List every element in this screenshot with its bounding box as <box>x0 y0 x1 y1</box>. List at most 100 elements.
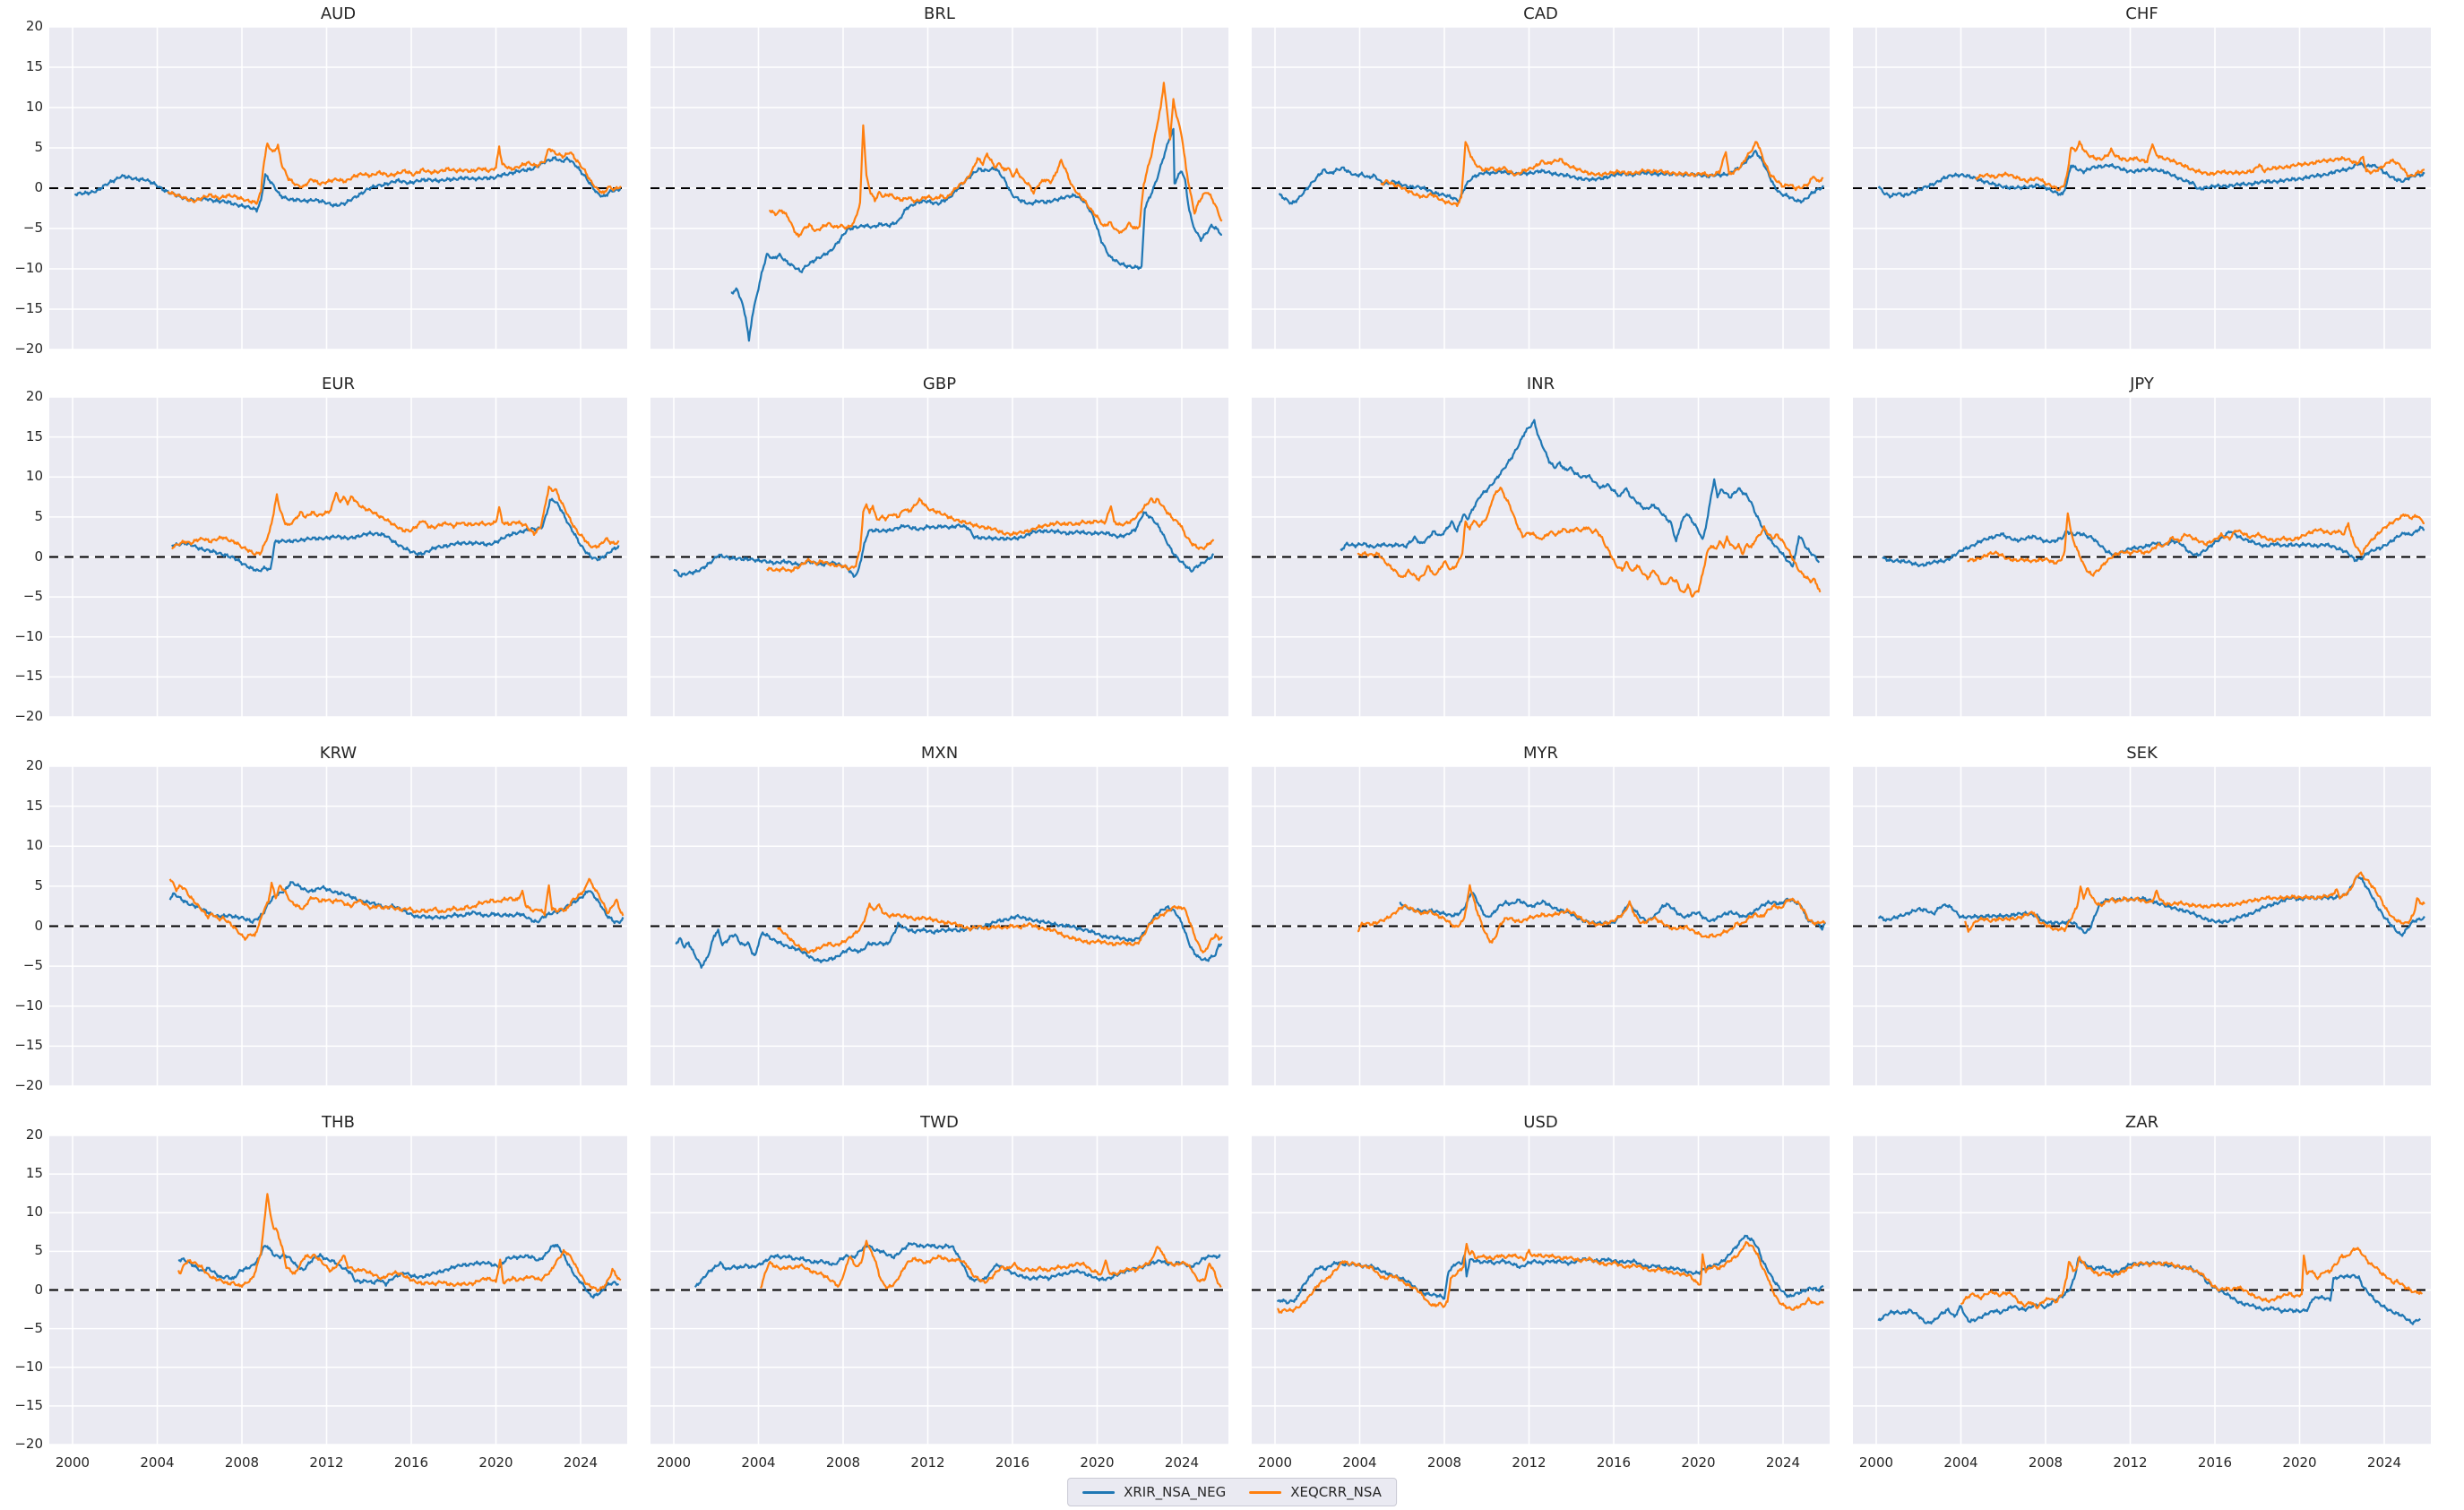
y-axis-tick-label: 10 <box>25 1204 43 1221</box>
legend-item-xeqcrr-nsa: XEQCRR_NSA <box>1249 1484 1382 1500</box>
chart-title: TWD <box>920 1113 959 1132</box>
y-axis-tick-label: −10 <box>14 1358 43 1375</box>
y-axis-tick-label: 10 <box>25 837 43 854</box>
series-line-xeqcrr_nsa <box>171 485 620 557</box>
x-axis-tick-label: 2000 <box>1858 1454 1894 1471</box>
series-line-xeqcrr_nsa <box>1277 1240 1824 1314</box>
y-axis-tick-label: 20 <box>25 18 43 34</box>
x-axis-tick-label: 2000 <box>1257 1454 1293 1471</box>
x-axis-tick-label: 2024 <box>563 1454 599 1471</box>
plot-area <box>1853 1135 2431 1445</box>
series-line-xeqcrr_nsa <box>769 82 1223 238</box>
y-axis-tick-label: −10 <box>14 627 43 644</box>
plot-area <box>650 1135 1228 1445</box>
x-axis-tick-label: 2016 <box>995 1454 1030 1471</box>
y-axis-tick-label: −15 <box>14 1396 43 1413</box>
legend-line-orange-icon <box>1249 1490 1282 1494</box>
y-axis-tick-label: 0 <box>34 179 43 195</box>
legend: XRIR_NSA_NEG XEQCRR_NSA <box>1067 1478 1397 1506</box>
y-axis-tick-label: 5 <box>34 876 43 893</box>
y-axis-tick-label: 15 <box>25 427 43 444</box>
chart-panel-myr: MYR <box>1252 744 1830 1086</box>
series-line-xeqcrr_nsa <box>1967 512 2425 577</box>
legend-label: XRIR_NSA_NEG <box>1124 1484 1227 1500</box>
chart-title: EUR <box>321 375 356 393</box>
chart-panel-aud: AUD <box>49 4 627 349</box>
plot-area <box>1853 27 2431 349</box>
y-axis-tick-label: −5 <box>22 588 43 605</box>
plot-area <box>650 766 1228 1086</box>
series-line-xeqcrr_nsa <box>759 1239 1222 1290</box>
y-axis-tick-label: 5 <box>34 139 43 155</box>
y-axis-tick-label: −10 <box>14 260 43 276</box>
chart-title: MYR <box>1522 744 1559 763</box>
y-axis-tick-label: 15 <box>25 797 43 814</box>
plot-area <box>1252 27 1830 349</box>
series-line-xrir_nsa_neg <box>675 905 1223 969</box>
chart-panel-usd: USD <box>1252 1113 1830 1445</box>
series-line-xrir_nsa_neg <box>730 127 1222 342</box>
series-line-xeqcrr_nsa <box>168 877 625 941</box>
y-axis-tick-label: 10 <box>25 99 43 115</box>
legend-item-xrir-nsa-neg: XRIR_NSA_NEG <box>1082 1484 1226 1500</box>
y-axis-tick-label: −5 <box>22 1319 43 1336</box>
chart-title: GBP <box>922 375 957 393</box>
chart-panel-chf: CHF <box>1853 4 2431 349</box>
x-axis-tick-label: 2008 <box>825 1454 861 1471</box>
y-axis-tick-label: 0 <box>34 1281 43 1298</box>
x-axis-tick-label: 2004 <box>1342 1454 1377 1471</box>
y-axis-tick-label: −20 <box>14 1077 43 1093</box>
plot-area <box>1252 766 1830 1086</box>
series-line-xrir_nsa_neg <box>1399 892 1827 931</box>
chart-panel-jpy: JPY <box>1853 375 2431 717</box>
chart-panel-twd: TWD <box>650 1113 1228 1445</box>
x-axis-tick-label: 2016 <box>393 1454 429 1471</box>
series-line-xeqcrr_nsa <box>1357 487 1822 598</box>
y-axis-tick-label: −20 <box>14 341 43 357</box>
series-line-xrir_nsa_neg <box>673 511 1215 578</box>
chart-title: ZAR <box>2124 1113 2159 1132</box>
legend-label: XEQCRR_NSA <box>1290 1484 1382 1500</box>
y-axis-tick-label: −20 <box>14 708 43 724</box>
chart-panel-cad: CAD <box>1252 4 1830 349</box>
chart-panel-mxn: MXN <box>650 744 1228 1086</box>
series-line-xrir_nsa_neg <box>171 497 620 573</box>
chart-title: JPY <box>2130 375 2154 393</box>
y-axis-tick-label: −5 <box>22 957 43 974</box>
chart-panel-sek: SEK <box>1853 744 2431 1086</box>
plot-area <box>650 27 1228 349</box>
x-axis-tick-label: 2012 <box>2113 1454 2148 1471</box>
y-axis-tick-label: 10 <box>25 468 43 485</box>
chart-panel-eur: EUR <box>49 375 627 717</box>
plot-area <box>1252 1135 1830 1445</box>
chart-title: AUD <box>320 4 357 23</box>
chart-panel-gbp: GBP <box>650 375 1228 717</box>
chart-title: BRL <box>924 4 955 23</box>
y-axis-tick-label: −5 <box>22 220 43 236</box>
x-axis-tick-label: 2000 <box>656 1454 692 1471</box>
series-line-xeqcrr_nsa <box>1960 1247 2423 1309</box>
series-line-xrir_nsa_neg <box>1882 525 2425 567</box>
y-axis-tick-label: −10 <box>14 997 43 1014</box>
plot-area <box>49 27 627 349</box>
chart-title: MXN <box>920 744 959 763</box>
series-line-xeqcrr_nsa <box>766 496 1215 574</box>
x-axis-tick-label: 2020 <box>1080 1454 1115 1471</box>
chart-title: CHF <box>2125 4 2158 23</box>
series-line-xrir_nsa_neg <box>73 156 622 213</box>
chart-title: THB <box>322 1113 355 1132</box>
plot-area <box>1853 766 2431 1086</box>
x-axis-tick-label: 2024 <box>1765 1454 1801 1471</box>
y-axis-tick-label: 5 <box>34 507 43 524</box>
series-line-xeqcrr_nsa <box>1964 871 2425 933</box>
x-axis-tick-label: 2024 <box>1164 1454 1200 1471</box>
x-axis-tick-label: 2024 <box>2366 1454 2402 1471</box>
y-axis-tick-label: −15 <box>14 1037 43 1054</box>
chart-panel-zar: ZAR <box>1853 1113 2431 1445</box>
y-axis-tick-label: 20 <box>25 757 43 773</box>
plot-area <box>1853 397 2431 717</box>
chart-title: SEK <box>2126 744 2158 763</box>
plot-area <box>650 397 1228 717</box>
series-line-xeqcrr_nsa <box>167 142 622 205</box>
